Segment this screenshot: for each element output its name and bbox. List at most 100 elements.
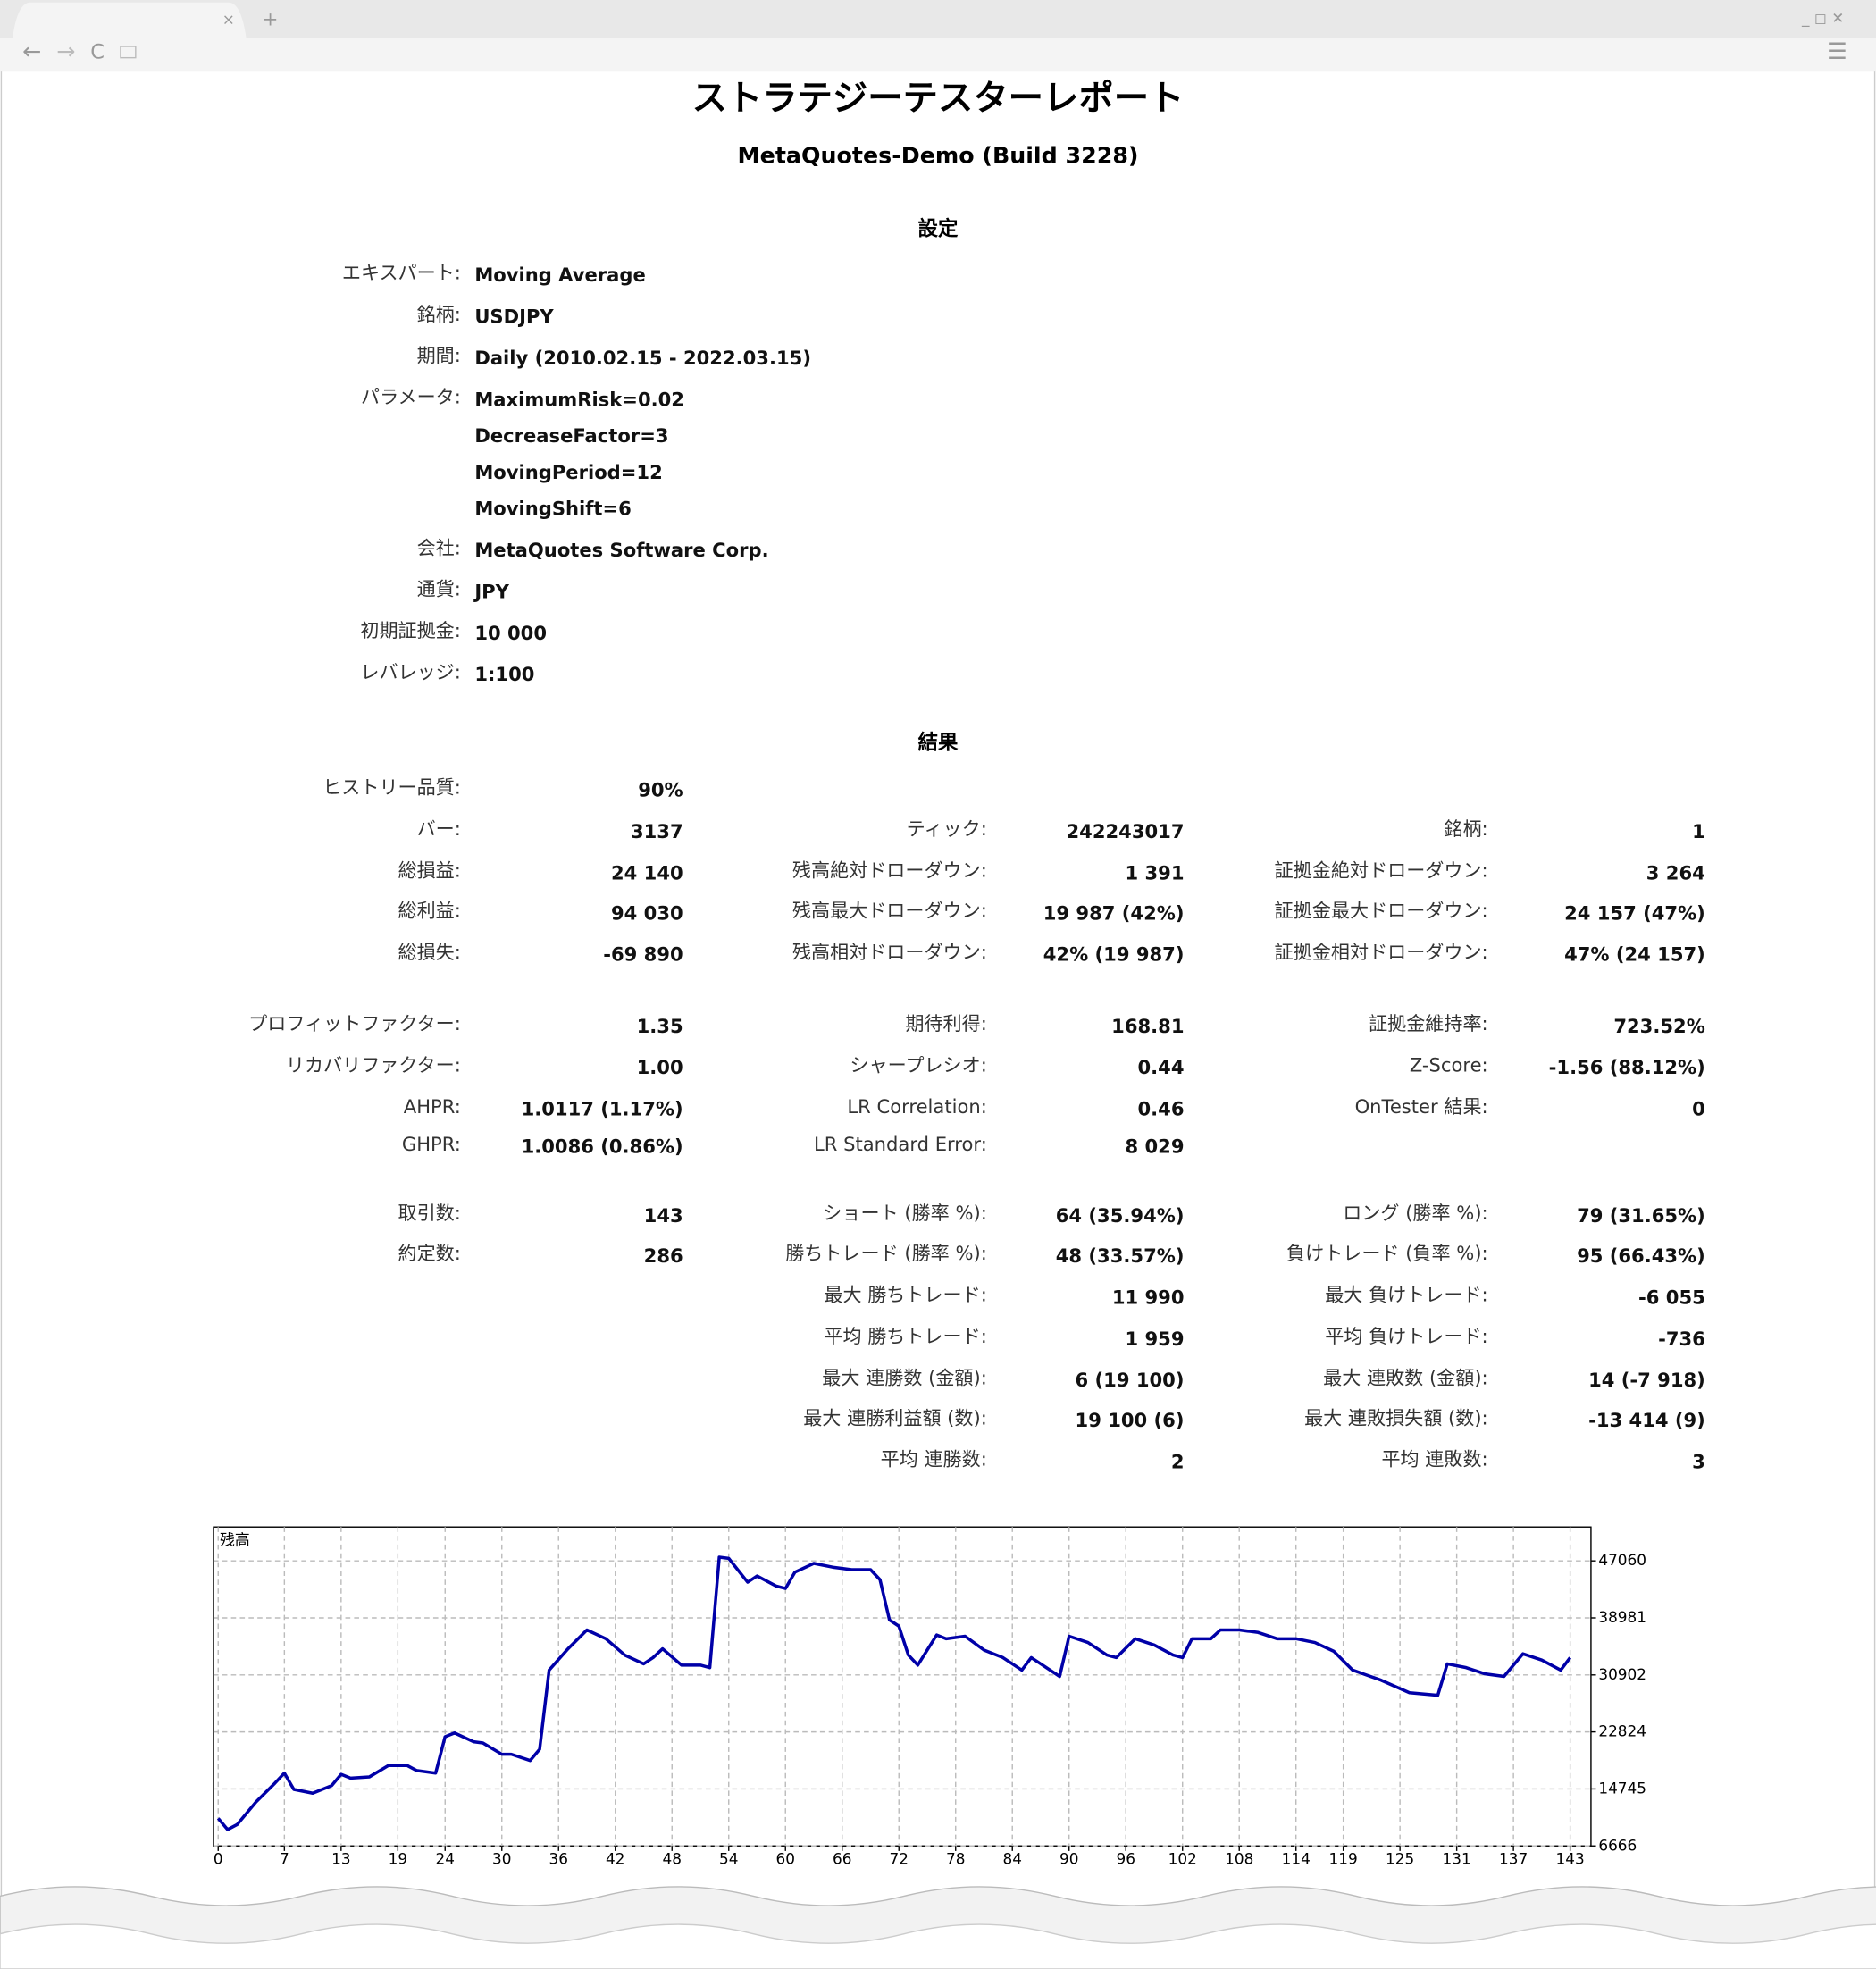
result-value: -6 055 xyxy=(1638,1286,1705,1308)
setting-label: 期間: xyxy=(417,344,461,366)
x-tick-label: 42 xyxy=(606,1850,624,1868)
result-value: 90% xyxy=(638,779,683,801)
y-tick-label: 6666 xyxy=(1598,1836,1637,1854)
result-label: 最大 負けトレード: xyxy=(1325,1284,1487,1306)
x-tick-label: 24 xyxy=(436,1850,455,1868)
result-value: 723.52% xyxy=(1613,1015,1704,1037)
result-label: OnTester 結果: xyxy=(1355,1095,1488,1118)
result-label: ショート (勝率 %): xyxy=(823,1202,986,1224)
result-value: -1.56 (88.12%) xyxy=(1549,1056,1705,1078)
result-value: 6 (19 100) xyxy=(1076,1369,1185,1391)
result-value: 94 030 xyxy=(611,901,683,924)
result-label: AHPR: xyxy=(404,1095,461,1118)
result-value: 19 100 (6) xyxy=(1076,1409,1185,1431)
report-subtitle: MetaQuotes-Demo (Build 3228) xyxy=(738,143,1139,169)
report: ストラテジーテスターレポート MetaQuotes-Demo (Build 322… xyxy=(213,78,1705,1868)
x-tick-label: 102 xyxy=(1168,1850,1197,1868)
result-label: 期待利得: xyxy=(905,1012,986,1035)
section-heading: 結果 xyxy=(918,731,959,755)
setting-label: 初期証拠金: xyxy=(360,619,461,641)
x-tick-label: 119 xyxy=(1329,1850,1358,1868)
new-tab[interactable]: + xyxy=(263,7,279,29)
x-tick-label: 60 xyxy=(776,1850,795,1868)
setting-label: 会社: xyxy=(417,536,461,558)
result-value: 79 (31.65%) xyxy=(1577,1204,1705,1227)
result-label: リカバリファクター: xyxy=(286,1053,461,1076)
result-label: 証拠金維持率: xyxy=(1369,1012,1488,1035)
result-label: バー: xyxy=(417,817,461,840)
x-tick-label: 125 xyxy=(1386,1850,1414,1868)
setting-value: MetaQuotes Software Corp. xyxy=(474,539,768,561)
result-label: 残高相対ドローダウン: xyxy=(792,941,987,963)
result-label: 証拠金相対ドローダウン: xyxy=(1275,941,1488,963)
result-value: 42% (19 987) xyxy=(1043,943,1185,966)
result-value: 0 xyxy=(1692,1098,1705,1120)
setting-value: USDJPY xyxy=(474,306,554,328)
result-label: GHPR: xyxy=(402,1133,461,1155)
back-button[interactable]: ← xyxy=(22,38,41,64)
setting-value: 10 000 xyxy=(474,622,547,644)
x-tick-label: 96 xyxy=(1117,1850,1135,1868)
x-tick-label: 137 xyxy=(1499,1850,1528,1868)
result-value: 168.81 xyxy=(1111,1015,1184,1037)
x-tick-label: 0 xyxy=(214,1850,223,1868)
menu-button[interactable]: ☰ xyxy=(1827,38,1847,64)
chart-label: 残高 xyxy=(220,1531,250,1549)
setting-value: MaximumRisk=0.02 xyxy=(474,388,684,410)
result-value: 1.35 xyxy=(637,1015,683,1037)
window-controls[interactable]: _ ◻ ✕ xyxy=(1801,9,1844,28)
result-label: Z-Score: xyxy=(1410,1053,1488,1076)
balance-line xyxy=(216,1555,1572,1831)
result-value: 1.0086 (0.86%) xyxy=(522,1135,683,1158)
forward-button[interactable]: → xyxy=(56,38,75,64)
result-value: 1 xyxy=(1692,820,1705,842)
result-label: 約定数: xyxy=(398,1242,461,1264)
setting-label: 通貨: xyxy=(417,578,461,600)
x-tick-label: 66 xyxy=(833,1850,851,1868)
tab-close[interactable]: × xyxy=(222,10,235,28)
x-tick-label: 54 xyxy=(719,1850,738,1868)
result-value: 3 264 xyxy=(1646,861,1705,884)
result-label: プロフィットファクター: xyxy=(248,1012,461,1035)
result-label: 総損益: xyxy=(398,859,461,881)
y-tick-label: 38981 xyxy=(1598,1608,1646,1626)
result-value: -736 xyxy=(1658,1328,1705,1350)
section-heading: 設定 xyxy=(918,217,959,241)
x-tick-label: 143 xyxy=(1556,1850,1585,1868)
x-tick-label: 131 xyxy=(1443,1850,1471,1868)
y-tick-label: 47060 xyxy=(1598,1551,1646,1569)
x-tick-label: 72 xyxy=(890,1850,909,1868)
browser-tab[interactable] xyxy=(0,2,1876,72)
result-label: 平均 連勝数: xyxy=(881,1448,987,1470)
x-tick-label: 78 xyxy=(946,1850,965,1868)
result-value: 1 391 xyxy=(1125,861,1184,884)
setting-value: Daily (2010.02.15 - 2022.03.15) xyxy=(474,347,811,369)
x-tick-label: 48 xyxy=(663,1850,682,1868)
balance-chart: 6666 14745 22824 30902 38981 47060 0 7 13 19 24 30 3… xyxy=(213,1526,1646,1868)
result-label: 残高絶対ドローダウン: xyxy=(792,859,987,881)
result-value: 2 xyxy=(1171,1451,1185,1473)
y-tick-label: 22824 xyxy=(1598,1722,1646,1740)
result-value: 1.00 xyxy=(637,1056,683,1078)
apps-icon[interactable] xyxy=(120,46,137,59)
result-value: 143 xyxy=(644,1204,683,1227)
result-value: -69 890 xyxy=(603,943,683,966)
x-tick-label: 19 xyxy=(389,1850,407,1868)
result-value: 95 (66.43%) xyxy=(1577,1244,1705,1267)
result-label: LR Standard Error: xyxy=(814,1133,987,1155)
result-label: 総損失: xyxy=(398,941,461,963)
torn-edge xyxy=(0,1923,1876,1969)
result-label: ティック: xyxy=(907,817,987,840)
x-tick-label: 84 xyxy=(1003,1850,1022,1868)
reload-button[interactable]: C xyxy=(90,41,105,64)
result-label: 最大 連敗損失額 (数): xyxy=(1304,1406,1488,1429)
setting-label: パラメータ: xyxy=(361,386,461,408)
result-label: 残高最大ドローダウン: xyxy=(792,899,987,921)
result-label: ヒストリー品質: xyxy=(322,776,461,799)
plot-area xyxy=(213,1526,1592,1847)
result-value: 0.46 xyxy=(1137,1098,1184,1120)
result-label: 平均 負けトレード: xyxy=(1325,1325,1487,1347)
result-label: 最大 連勝数 (金額): xyxy=(822,1366,987,1388)
result-label: 銘柄: xyxy=(1444,817,1487,840)
